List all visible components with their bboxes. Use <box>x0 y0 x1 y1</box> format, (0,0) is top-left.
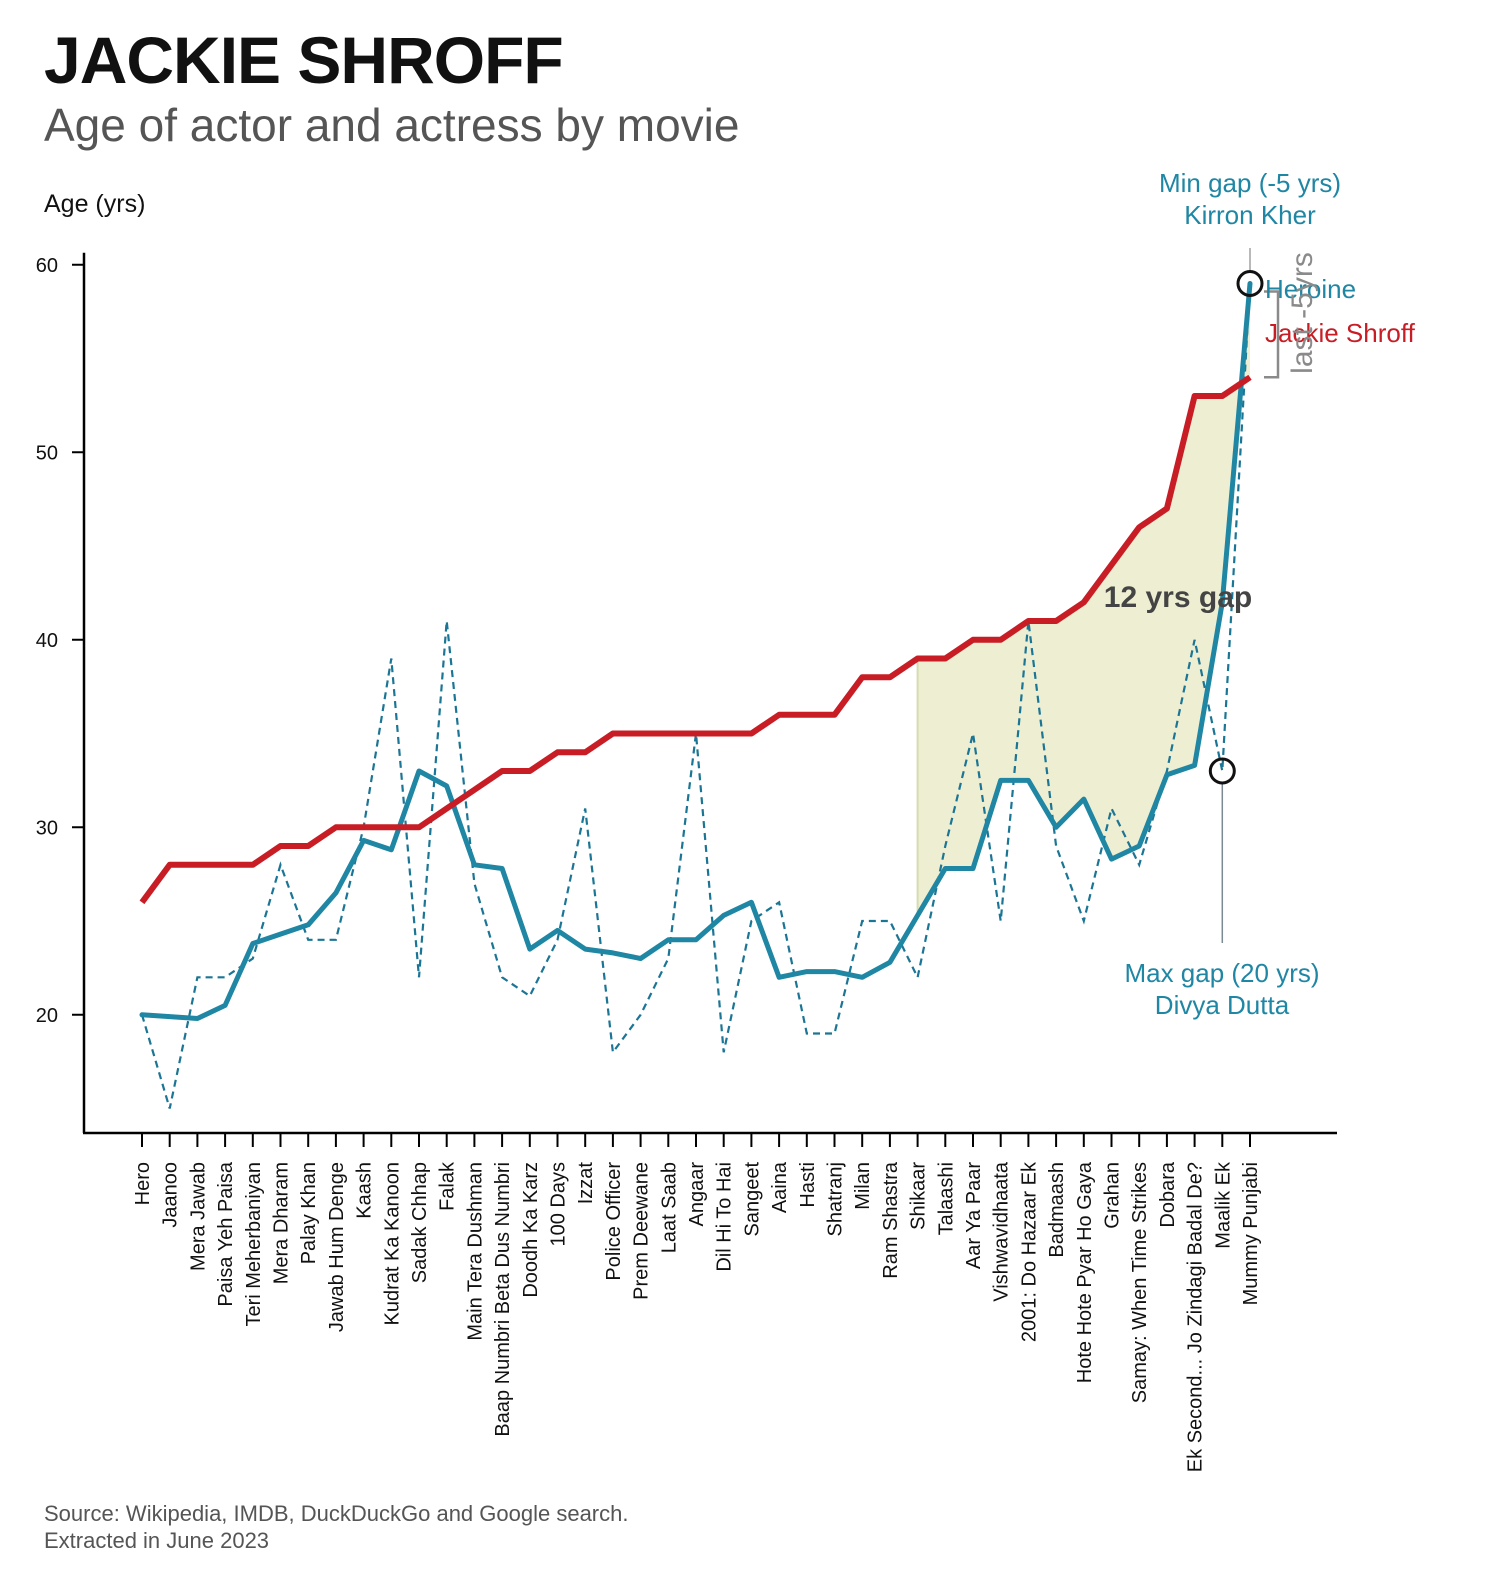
x-tick-label: Badmaash <box>1046 1162 1068 1258</box>
x-tick-label: Talaashi <box>935 1162 957 1235</box>
source-line-2: Extracted in June 2023 <box>44 1528 270 1553</box>
x-tick-label: Dobara <box>1157 1161 1179 1227</box>
x-tick-label: Maalik Ek <box>1212 1161 1234 1249</box>
x-tick-label: Sangeet <box>741 1162 763 1237</box>
x-tick-label: Hote Hote Pyar Ho Gaya <box>1074 1161 1096 1383</box>
x-tick-label: Paisa Yeh Paisa <box>215 1161 237 1306</box>
x-tick-label: Dil Hi To Hai <box>714 1162 736 1272</box>
chart-subtitle: Age of actor and actress by movie <box>44 99 740 151</box>
max-gap-label: Max gap (20 yrs) <box>1124 958 1319 988</box>
actor-line <box>139 374 1252 905</box>
x-tick-label: Jaanoo <box>160 1162 182 1228</box>
x-tick-label: Shatranj <box>825 1162 847 1237</box>
x-tick-label: Jawab Hum Denge <box>326 1162 348 1332</box>
series-lines <box>139 281 1253 1109</box>
y-tick-label-50: 50 <box>36 442 58 464</box>
x-tick-label: Mera Dharam <box>271 1162 293 1284</box>
x-tick-label: Shikaar <box>908 1162 930 1230</box>
x-tick-label: Vishwavidhaata <box>991 1161 1013 1302</box>
x-tick-label: Mera Jawab <box>187 1162 209 1271</box>
x-tick-label: Izzat <box>575 1162 597 1205</box>
x-tick-label: Falak <box>437 1161 459 1211</box>
chart-title: JACKIE SHROFF <box>44 23 564 97</box>
annotations: Min gap (-5 yrs)Kirron Kher Heroine Jackie… <box>1104 168 1416 1020</box>
heroine-line <box>139 281 1253 1021</box>
y-axis-label: Age (yrs) <box>44 190 145 218</box>
min-gap-label: Min gap (-5 yrs) <box>1159 168 1341 198</box>
x-tick-label: Baap Numbri Beta Dus Numbri <box>492 1162 514 1437</box>
x-tick-label: Hero <box>132 1162 154 1205</box>
gap-label: 12 yrs gap <box>1104 581 1252 614</box>
tick-labels: 20 30 40 50 60 Age (yrs) Hero Jaanoo Mera Jawab P… <box>36 190 1262 1472</box>
gap-shade-area <box>917 283 1250 916</box>
max-gap-actress-label: Divya Dutta <box>1155 990 1290 1020</box>
gap-shade-layer <box>916 283 1250 916</box>
last-gap-bracket <box>1264 290 1280 379</box>
y-tick-label-20: 20 <box>36 1005 58 1027</box>
x-tick-label: Mummy Punjabi <box>1240 1162 1262 1305</box>
x-tick-label: Laat Saab <box>658 1162 680 1253</box>
actor-series-label: Jackie Shroff <box>1265 318 1416 348</box>
y-tick-label-30: 30 <box>36 817 58 839</box>
x-tick-label: Sadak Chhap <box>409 1162 431 1283</box>
x-tick-label: Grahan <box>1102 1162 1124 1229</box>
x-tick-label: Palay Khan <box>298 1162 320 1264</box>
x-tick-label: Samay: When Time Strikes <box>1129 1162 1151 1403</box>
min-gap-actress-label: Kirron Kher <box>1184 200 1316 230</box>
x-tick-label: Ram Shastra <box>880 1161 902 1279</box>
x-tick-label: Hasti <box>797 1162 819 1208</box>
x-tick-label: Police Officer <box>603 1162 625 1281</box>
x-tick-label: Kaash <box>354 1162 376 1219</box>
last-gap-label: last -5yrs <box>1286 252 1319 374</box>
y-tick-label-40: 40 <box>36 630 58 652</box>
x-tick-label: Prem Deewane <box>631 1162 653 1300</box>
x-tick-label: Main Tera Dushman <box>464 1162 486 1341</box>
max-gap-marker <box>1208 757 1236 785</box>
min-gap-marker <box>1236 270 1264 297</box>
x-tick-label: Aaina <box>769 1161 791 1213</box>
x-tick-label: Milan <box>852 1162 874 1210</box>
source-line-1: Source: Wikipedia, IMDB, DuckDuckGo and … <box>44 1501 629 1526</box>
x-tick-label: Aar Ya Paar <box>963 1162 985 1269</box>
x-tick-label: 100 Days <box>548 1162 570 1247</box>
x-tick-label: 2001: Do Hazaar Ek <box>1018 1161 1040 1342</box>
x-tick-label: Doodh Ka Karz <box>520 1162 542 1298</box>
source-note: Source: Wikipedia, IMDB, DuckDuckGo and … <box>44 1500 628 1554</box>
axes <box>72 252 1337 1147</box>
x-tick-label: Angaar <box>686 1162 708 1227</box>
x-tick-label: Ek Second... Jo Zindagi Badal De? <box>1185 1162 1207 1472</box>
heroine-series-label: Heroine <box>1265 274 1356 304</box>
y-tick-label-60: 60 <box>36 255 58 277</box>
x-tick-label: Teri Meherbaniyan <box>243 1162 265 1327</box>
x-tick-label: Kudrat Ka Kanoon <box>381 1162 403 1325</box>
